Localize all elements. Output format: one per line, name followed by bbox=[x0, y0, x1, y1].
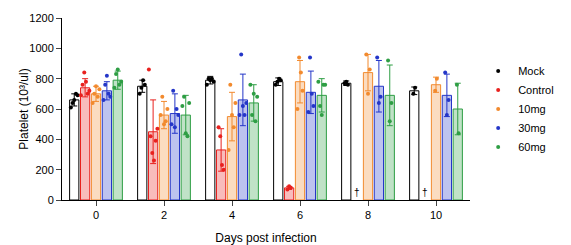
svg-text:1200: 1200 bbox=[29, 12, 53, 24]
svg-text:10mg: 10mg bbox=[518, 103, 546, 115]
svg-text:2: 2 bbox=[161, 209, 167, 221]
svg-text:800: 800 bbox=[35, 73, 53, 85]
svg-text:†: † bbox=[422, 187, 428, 198]
svg-text:†: † bbox=[354, 187, 360, 198]
svg-text:Mock: Mock bbox=[518, 65, 545, 77]
svg-text:30mg: 30mg bbox=[518, 122, 546, 134]
svg-text:Days post infection: Days post infection bbox=[215, 231, 316, 245]
svg-text:10: 10 bbox=[430, 209, 442, 221]
svg-text:60mg: 60mg bbox=[518, 141, 546, 153]
svg-text:600: 600 bbox=[35, 103, 53, 115]
svg-text:4: 4 bbox=[229, 209, 235, 221]
svg-text:Platelet (10³/ul): Platelet (10³/ul) bbox=[17, 68, 31, 149]
svg-text:1000: 1000 bbox=[29, 42, 53, 54]
svg-text:0: 0 bbox=[48, 194, 54, 206]
svg-text:400: 400 bbox=[35, 133, 53, 145]
svg-text:200: 200 bbox=[35, 164, 53, 176]
svg-text:Control: Control bbox=[518, 84, 553, 96]
svg-text:8: 8 bbox=[365, 209, 371, 221]
svg-text:0: 0 bbox=[93, 209, 99, 221]
svg-text:6: 6 bbox=[297, 209, 303, 221]
